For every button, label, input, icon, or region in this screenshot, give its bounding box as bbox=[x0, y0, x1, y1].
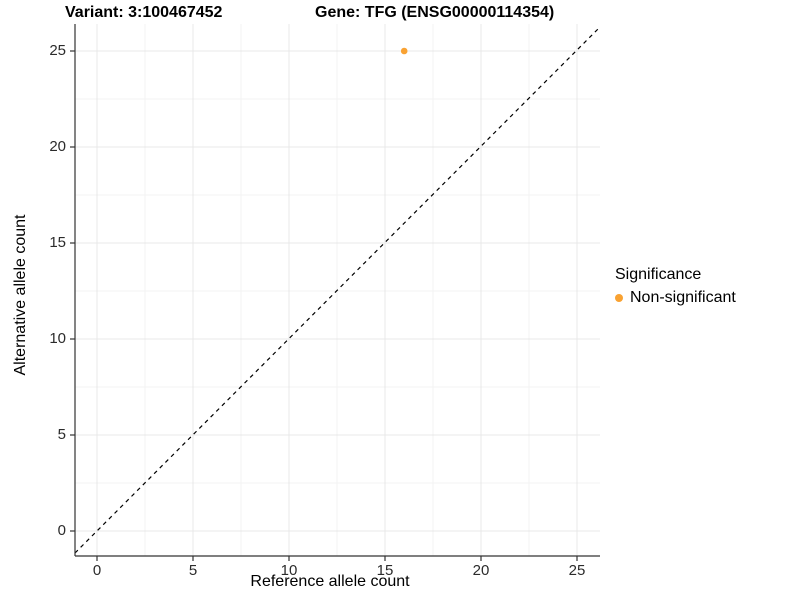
x-tick-label: 0 bbox=[92, 562, 102, 579]
x-axis-label: Reference allele count bbox=[250, 573, 410, 590]
x-tick-label: 5 bbox=[188, 562, 198, 579]
gene-title: Gene: TFG (ENSG00000114354) bbox=[315, 4, 555, 21]
data-point bbox=[400, 47, 408, 55]
legend-item-label: Non-significant bbox=[630, 289, 736, 306]
x-tick-label: 25 bbox=[568, 562, 586, 579]
legend-title: Significance bbox=[615, 266, 702, 283]
y-tick-label: 15 bbox=[49, 234, 66, 251]
y-tick-label: 25 bbox=[49, 42, 66, 59]
x-tick-label: 20 bbox=[472, 562, 490, 579]
identity-reference-line bbox=[74, 28, 599, 554]
y-tick-label: 0 bbox=[57, 522, 66, 539]
x-tick-label: 15 bbox=[376, 562, 394, 579]
y-tick-label: 10 bbox=[49, 330, 66, 347]
legend: Significance Non-significant bbox=[615, 266, 736, 307]
variant-title: Variant: 3:100467452 bbox=[65, 4, 223, 21]
legend-item: Non-significant bbox=[615, 289, 736, 307]
y-tick-label: 20 bbox=[49, 138, 66, 155]
y-tick-label: 5 bbox=[57, 426, 66, 443]
y-axis-label: Alternative allele count bbox=[12, 214, 29, 376]
x-tick-label: 10 bbox=[280, 562, 298, 579]
filled-circle-icon bbox=[615, 294, 623, 302]
